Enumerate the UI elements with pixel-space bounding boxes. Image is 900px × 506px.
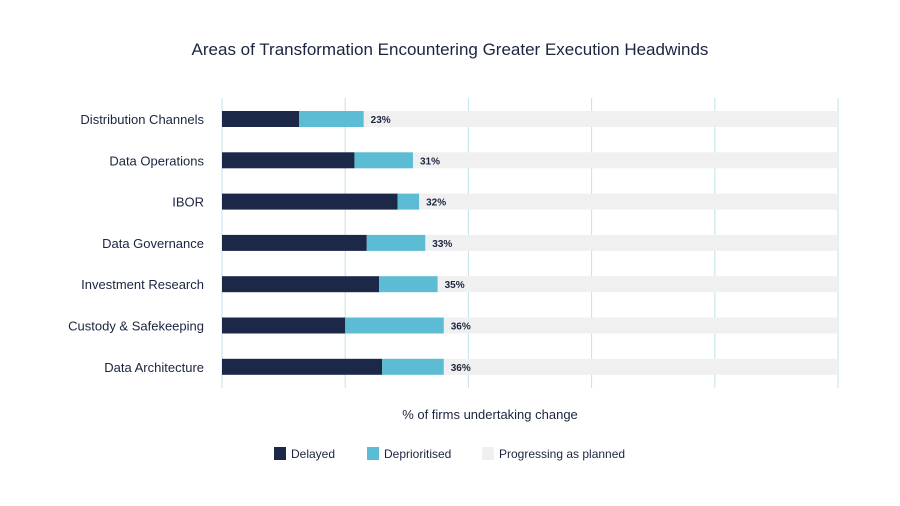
bar-deprioritised bbox=[379, 276, 438, 293]
category-label: IBOR bbox=[172, 195, 204, 210]
category-label: Distribution Channels bbox=[80, 112, 204, 127]
bar-progressing-as-planned bbox=[437, 276, 838, 293]
legend-swatch-delayed bbox=[274, 447, 286, 460]
bar-delayed bbox=[222, 152, 355, 169]
bar-deprioritised bbox=[299, 111, 364, 127]
legend-swatch-deprioritised bbox=[367, 447, 379, 460]
bars bbox=[222, 111, 838, 375]
legend-label-delayed: Delayed bbox=[291, 447, 335, 461]
category-label: Investment Research bbox=[81, 277, 204, 292]
x-axis-label: % of firms undertaking change bbox=[402, 407, 578, 422]
bar-deprioritised bbox=[366, 234, 426, 251]
data-label: 23% bbox=[371, 115, 391, 126]
category-label: Data Governance bbox=[102, 236, 204, 251]
bar-progressing-as-planned bbox=[425, 234, 838, 251]
data-label: 31% bbox=[420, 156, 440, 167]
data-label: 35% bbox=[445, 280, 465, 291]
category-label: Data Architecture bbox=[104, 360, 204, 375]
bar-delayed bbox=[222, 111, 299, 127]
bar-deprioritised bbox=[354, 152, 413, 169]
bar-progressing-as-planned bbox=[443, 317, 838, 334]
bar-progressing-as-planned bbox=[412, 152, 838, 169]
data-label: 32% bbox=[426, 198, 446, 209]
bar-progressing-as-planned bbox=[363, 111, 838, 127]
category-label: Custody & Safekeeping bbox=[68, 319, 204, 334]
bar-delayed bbox=[222, 358, 383, 375]
category-labels: Distribution Channels Data Operations IBOR… bbox=[68, 112, 204, 375]
bar-progressing-as-planned bbox=[443, 358, 838, 375]
bar-deprioritised bbox=[382, 358, 444, 375]
bar-delayed bbox=[222, 276, 380, 293]
bar-delayed bbox=[222, 234, 367, 251]
data-label: 33% bbox=[432, 239, 452, 250]
bar-progressing-as-planned bbox=[419, 193, 838, 210]
bar-deprioritised bbox=[345, 317, 444, 334]
data-label: 36% bbox=[451, 322, 471, 333]
chart-title: Areas of Transformation Encountering Gre… bbox=[192, 40, 709, 59]
legend-label-deprioritised: Deprioritised bbox=[384, 447, 451, 461]
data-labels: 23% 31% 32% 33% 35% 36% 36% bbox=[371, 115, 471, 374]
bar-delayed bbox=[222, 317, 346, 334]
data-label: 36% bbox=[451, 363, 471, 374]
legend-swatch-progressing-as-planned bbox=[482, 447, 494, 460]
bar-deprioritised bbox=[397, 193, 420, 210]
legend: Delayed Deprioritised Progressing as plann… bbox=[274, 447, 625, 461]
legend-label-progressing-as-planned: Progressing as planned bbox=[499, 447, 625, 461]
category-label: Data Operations bbox=[109, 153, 204, 168]
bar-delayed bbox=[222, 193, 398, 210]
